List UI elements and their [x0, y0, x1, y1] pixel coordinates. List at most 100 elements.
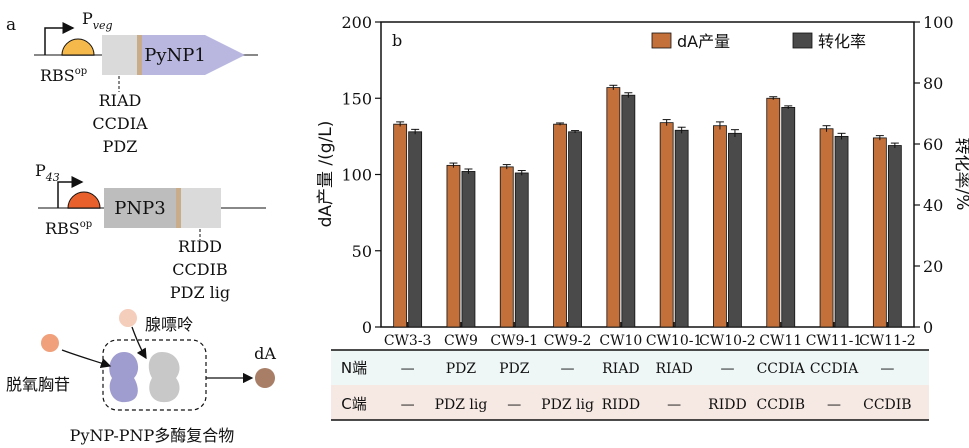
bar-conversion-CW10: [621, 94, 636, 328]
rbs-2-superscript: op: [80, 219, 92, 230]
bar-yield-CW10: [606, 87, 621, 328]
y-right-tick-label: 0: [923, 318, 933, 337]
svg-text:RBSop: RBSop: [40, 66, 87, 85]
n-terminus-cell-CW10: RIAD: [602, 361, 639, 377]
tag-1-line-1: RIAD: [99, 91, 142, 110]
error-bars: [396, 84, 899, 176]
n-terminus-cell-CW11: CCDIA: [757, 361, 806, 377]
y-left-tick-label: 200: [341, 13, 372, 32]
tag-2-line-3: PDZ lig: [170, 283, 230, 302]
gene-pynp1-label: PyNP1: [144, 45, 206, 66]
x-tick-label: CW9-1: [490, 333, 538, 349]
n-terminus-row-label: N端: [341, 359, 367, 377]
gene-pnp3-box: [104, 188, 176, 228]
x-tick-label: CW10: [599, 333, 642, 349]
da-product-label: dA: [254, 344, 276, 363]
bar-yield-CW3-3: [393, 123, 408, 328]
n-terminus-cell-CW9-1: PDZ: [499, 361, 530, 377]
bar-yield-CW9-1: [499, 166, 514, 328]
y-left-tick-label: 50: [352, 242, 372, 261]
y-right-tick-label: 20: [923, 257, 943, 276]
y-left-tick-label: 100: [341, 166, 372, 185]
rbs-2-label: RBS: [45, 219, 80, 238]
y-right-tick-label: 80: [923, 74, 943, 93]
y-left-tick-label: 150: [341, 89, 372, 108]
x-tick-label: CW10-2: [699, 333, 756, 349]
n-terminus-cell-CW3-3: —: [401, 361, 415, 377]
pynp-enzyme-shape: [109, 352, 139, 403]
y-right-tick-label: 100: [923, 13, 954, 32]
y-right-tick-label: 60: [923, 135, 943, 154]
bar-conversion-CW3-3: [408, 131, 423, 328]
promoter-2-label: P: [35, 161, 46, 180]
complex-caption: PyNP-PNP多酶复合物: [70, 426, 235, 445]
svg-text:P43: P43: [35, 161, 60, 184]
bar-yield-CW10-1: [659, 122, 674, 328]
legend: dA产量 转化率: [651, 32, 866, 51]
c-terminus-cell-CW10: RIDD: [602, 397, 641, 413]
c-terminus-cell-CW10-2: RIDD: [708, 397, 747, 413]
substrate-arrow: [61, 349, 112, 369]
tag-region-1: [102, 35, 137, 75]
bar-conversion-CW11: [781, 107, 796, 328]
bar-yield-CW11-2: [872, 137, 887, 328]
bar-conversion-CW9: [461, 171, 476, 328]
c-terminus-cell-CW3-3: —: [401, 397, 415, 413]
c-terminus-cell-CW10-1: —: [667, 397, 681, 413]
adenine-label: 腺嘌呤: [145, 315, 193, 334]
rbs-1-superscript: op: [75, 66, 87, 77]
terminus-table: N端 C端 — PDZ PDZ — RIAD RIAD — CCDIA CCDIA — — PDZ l…: [331, 349, 929, 421]
table-cells: — PDZ PDZ — RIAD RIAD — CCDIA CCDIA — — PDZ lig — PDZ…: [401, 361, 912, 413]
bar-conversion-CW11-2: [887, 145, 902, 328]
n-terminus-cell-CW10-1: RIAD: [655, 361, 692, 377]
enzyme-complex-diagram: 腺嘌呤 dA 脱氧胸苷 PyNP-PNP多酶复合物: [6, 309, 276, 445]
bar-yield-CW9: [446, 164, 461, 328]
c-terminus-row-label: C端: [341, 395, 366, 413]
y-left-tick-label: 0: [362, 318, 372, 337]
left-axis: 0 50 100 150 200: [341, 13, 381, 337]
construct-2: P43 PNP3 RBSop RIDD CCDIB PDZ lig: [35, 161, 266, 302]
c-terminus-cell-CW11: CCDIB: [757, 397, 805, 413]
c-terminus-cell-CW9-1: —: [507, 397, 521, 413]
bar-marks: [393, 87, 902, 328]
n-terminus-cell-CW11-2: —: [880, 361, 894, 377]
promoter-1-label: P: [82, 9, 93, 28]
plot-frame: [380, 21, 915, 328]
bar-conversion-CW10-1: [674, 129, 689, 328]
y-axis-left-title: dA产量 /(g/L): [316, 121, 336, 228]
panel-a: a Pveg PyNP1 RBSop RIAD CCDIA PDZ: [6, 9, 276, 445]
right-axis: 0 20 40 60 80 100: [914, 13, 954, 337]
bar-conversion-CW9-2: [568, 131, 582, 328]
bar-yield-CW10-2: [713, 125, 727, 328]
deoxythymidine-label: 脱氧胸苷: [6, 375, 70, 394]
x-tick-label: CW10-1: [646, 333, 703, 349]
tag-region-2: [181, 188, 221, 228]
bar-conversion-CW9-1: [514, 172, 529, 328]
panel-b-label: b: [392, 31, 402, 50]
rbs-1-label: RBS: [40, 66, 75, 85]
adenine-dot: [119, 309, 137, 327]
gene-pynp1-arrow: [142, 35, 245, 75]
da-product-dot: [255, 368, 275, 388]
pnp-enzyme-shape: [148, 352, 180, 403]
legend-swatch-yield: [651, 32, 672, 49]
svg-text:Pveg: Pveg: [82, 9, 113, 32]
n-terminus-cell-CW9-2: —: [561, 361, 575, 377]
c-terminus-cell-CW11-1: —: [827, 397, 841, 413]
linker-1: [137, 35, 142, 75]
tag-2-line-1: RIDD: [178, 237, 222, 256]
bar-yield-CW11-1: [819, 128, 834, 328]
legend-label-conversion: 转化率: [818, 32, 866, 51]
complex-boundary: [102, 339, 207, 411]
panel-a-label: a: [6, 15, 16, 35]
n-terminus-cell-CW10-2: —: [720, 361, 734, 377]
c-terminus-cell-CW9-2: PDZ lig: [541, 397, 594, 413]
construct-1: Pveg PyNP1 RBSop RIAD CCDIA PDZ: [34, 9, 258, 156]
legend-label-yield: dA产量: [677, 32, 730, 51]
rbs-2-shape: [67, 191, 101, 209]
y-axis-right-title: 转化率/%: [952, 138, 969, 211]
bar-conversion-CW11-1: [834, 135, 849, 328]
x-tick-label: CW3-3: [384, 333, 432, 349]
